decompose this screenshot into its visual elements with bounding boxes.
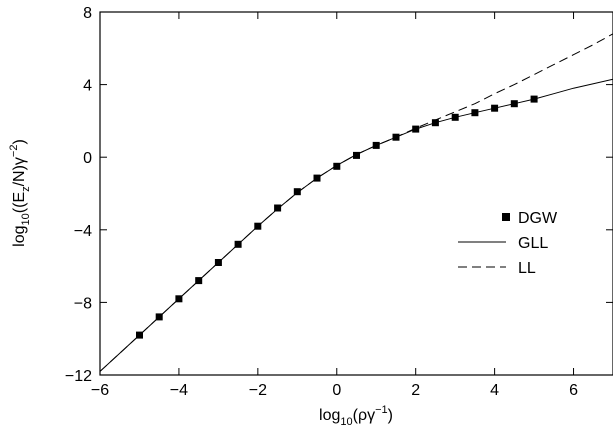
data-point-dgw <box>195 277 203 285</box>
y-tick-label: −4 <box>74 223 92 240</box>
legend-label-dgw: DGW <box>518 210 558 227</box>
data-point-dgw <box>412 125 420 133</box>
x-axis-label: log10(ργ−1) <box>319 404 393 428</box>
legend-marker-dgw <box>502 213 510 221</box>
data-point-dgw <box>175 295 183 303</box>
y-tick-label: −12 <box>65 368 92 385</box>
data-point-dgw <box>254 222 262 230</box>
legend: DGW GLL LL <box>458 210 558 277</box>
plot-frame <box>99 11 613 376</box>
series-line-ll <box>100 33 613 372</box>
axis-ticks <box>99 11 613 376</box>
data-point-dgw <box>293 188 301 196</box>
tick-labels: −6 −4 −2 0 2 4 6 −12 −8 −4 0 4 8 <box>65 5 578 399</box>
y-tick-label: 0 <box>83 150 92 167</box>
legend-label-gll: GLL <box>518 235 548 252</box>
data-point-dgw <box>313 174 321 182</box>
data-point-dgw <box>214 259 222 266</box>
data-point-dgw <box>451 113 459 121</box>
data-point-dgw <box>372 141 380 149</box>
x-tick-label: 0 <box>332 382 341 399</box>
y-axis-label: log10((Ez/N)γ−2) <box>8 139 32 247</box>
x-tick-label: 4 <box>490 382 499 399</box>
data-point-dgw <box>392 133 400 141</box>
legend-label-ll: LL <box>518 260 536 277</box>
data-point-dgw <box>353 151 360 159</box>
data-point-dgw <box>136 331 143 339</box>
data-point-dgw <box>471 109 479 117</box>
data-point-dgw <box>510 100 518 108</box>
x-tick-label: −2 <box>249 382 267 399</box>
x-tick-label: 6 <box>569 382 578 399</box>
data-point-dgw <box>155 313 163 321</box>
data-point-dgw <box>530 95 538 103</box>
y-tick-label: −8 <box>74 295 92 312</box>
data-point-dgw <box>333 162 341 170</box>
data-point-dgw <box>274 204 282 212</box>
data-point-dgw <box>491 104 499 112</box>
x-tick-label: 2 <box>411 382 420 399</box>
data-point-dgw <box>234 240 242 248</box>
plot-area <box>100 33 613 372</box>
data-point-dgw <box>431 119 439 127</box>
x-tick-label: −4 <box>170 382 188 399</box>
y-tick-label: 4 <box>83 78 92 95</box>
x-tick-label: −6 <box>91 382 109 399</box>
series-lines <box>100 33 613 372</box>
y-tick-label: 8 <box>83 5 92 22</box>
